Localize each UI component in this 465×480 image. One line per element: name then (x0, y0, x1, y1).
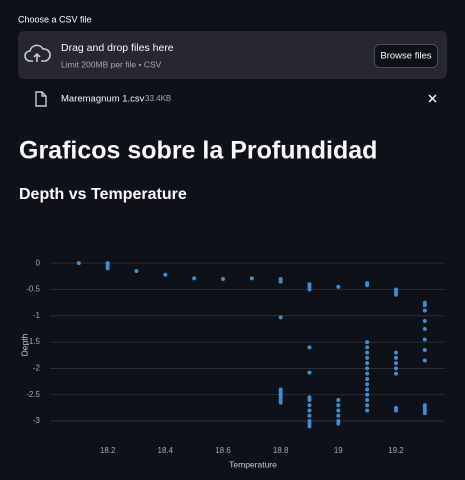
browse-button[interactable] (374, 44, 438, 68)
y-tick-label: -0.5 (26, 285, 40, 294)
scatter-point (422, 326, 427, 331)
scatter-point (365, 350, 370, 355)
drop-text: Drag and drop files here (61, 42, 174, 54)
scatter-point (336, 398, 341, 402)
scatter-point (278, 315, 283, 320)
scatter-point (105, 266, 110, 271)
upload-label: Choose a CSV file (18, 14, 92, 24)
scatter-point (422, 337, 427, 342)
scatter-point (307, 424, 312, 429)
scatter-point (307, 408, 312, 413)
x-axis-title: Temperature (229, 459, 277, 469)
scatter-point (307, 403, 312, 408)
scatter-point (393, 355, 398, 360)
scatter-point (76, 261, 81, 266)
scatter-point (422, 308, 427, 313)
file-size: 33.4KB (145, 94, 171, 103)
scatter-point (192, 276, 197, 281)
y-tick-label: -2.5 (26, 390, 40, 399)
scatter-point (365, 387, 370, 392)
scatter-point (365, 382, 370, 387)
dropzone[interactable] (18, 31, 447, 79)
scatter-point (336, 421, 341, 426)
y-tick-label: -2 (33, 364, 41, 373)
scatter-point (278, 279, 283, 284)
scatter-point (220, 276, 225, 281)
scatter-point (365, 398, 370, 402)
scatter-point (365, 376, 370, 381)
scatter-point (422, 348, 427, 352)
y-tick-label: -3 (33, 416, 41, 425)
scatter-point (336, 413, 341, 418)
scatter-point (249, 276, 254, 281)
remove-file[interactable] (428, 94, 437, 103)
scatter-point (422, 358, 427, 363)
scatter-point (134, 269, 139, 274)
scatter-point (336, 284, 341, 289)
heading: Graficos sobre la Profundidad (19, 137, 377, 165)
scatter-point (393, 366, 398, 371)
limit-text: Limit 200MB per file • CSV (61, 59, 162, 69)
scatter-point (422, 303, 427, 308)
scatter-point (365, 408, 370, 413)
scatter-point (393, 371, 398, 376)
file-icon (35, 91, 47, 107)
scatter-point (307, 398, 312, 402)
scatter-point (307, 413, 312, 418)
scatter-point (307, 370, 312, 375)
scatter-point (365, 371, 370, 376)
scatter-point (365, 392, 370, 397)
scatter-point (365, 366, 370, 371)
chart-title: Depth vs Temperature (19, 186, 187, 203)
scatter-point (278, 400, 283, 405)
scatter-point (336, 403, 341, 408)
scatter-point (365, 403, 370, 408)
x-tick-label: 19 (334, 446, 343, 455)
x-tick-label: 19.2 (388, 446, 404, 455)
scatter-point (422, 411, 427, 416)
scatter-point (365, 283, 370, 288)
scatter-point (422, 319, 427, 324)
scatter-point (365, 340, 370, 345)
scatter-point (307, 287, 312, 292)
cloud-icon (24, 44, 51, 62)
scatter-point (393, 350, 398, 355)
scatter-point (365, 355, 370, 360)
y-tick-label: -1.5 (26, 337, 40, 346)
browse-button-label: Browse files (380, 51, 431, 62)
y-tick-label: 0 (36, 258, 41, 267)
scatter-point (307, 345, 312, 350)
x-tick-label: 18.8 (273, 446, 289, 455)
scatter-point (393, 292, 398, 297)
x-tick-label: 18.4 (158, 446, 174, 455)
scatter-point (365, 345, 370, 350)
scatter-point (336, 408, 341, 413)
scatter-point (163, 272, 168, 277)
x-tick-label: 18.2 (100, 446, 116, 455)
y-axis-title: Depth (19, 333, 29, 356)
scatter-point (393, 408, 398, 413)
file-name: Maremagnum 1.csv (61, 94, 145, 105)
scatter-point (365, 361, 370, 366)
scatter-point (393, 361, 398, 366)
y-tick-label: -1 (33, 311, 41, 320)
x-tick-label: 18.6 (215, 446, 231, 455)
